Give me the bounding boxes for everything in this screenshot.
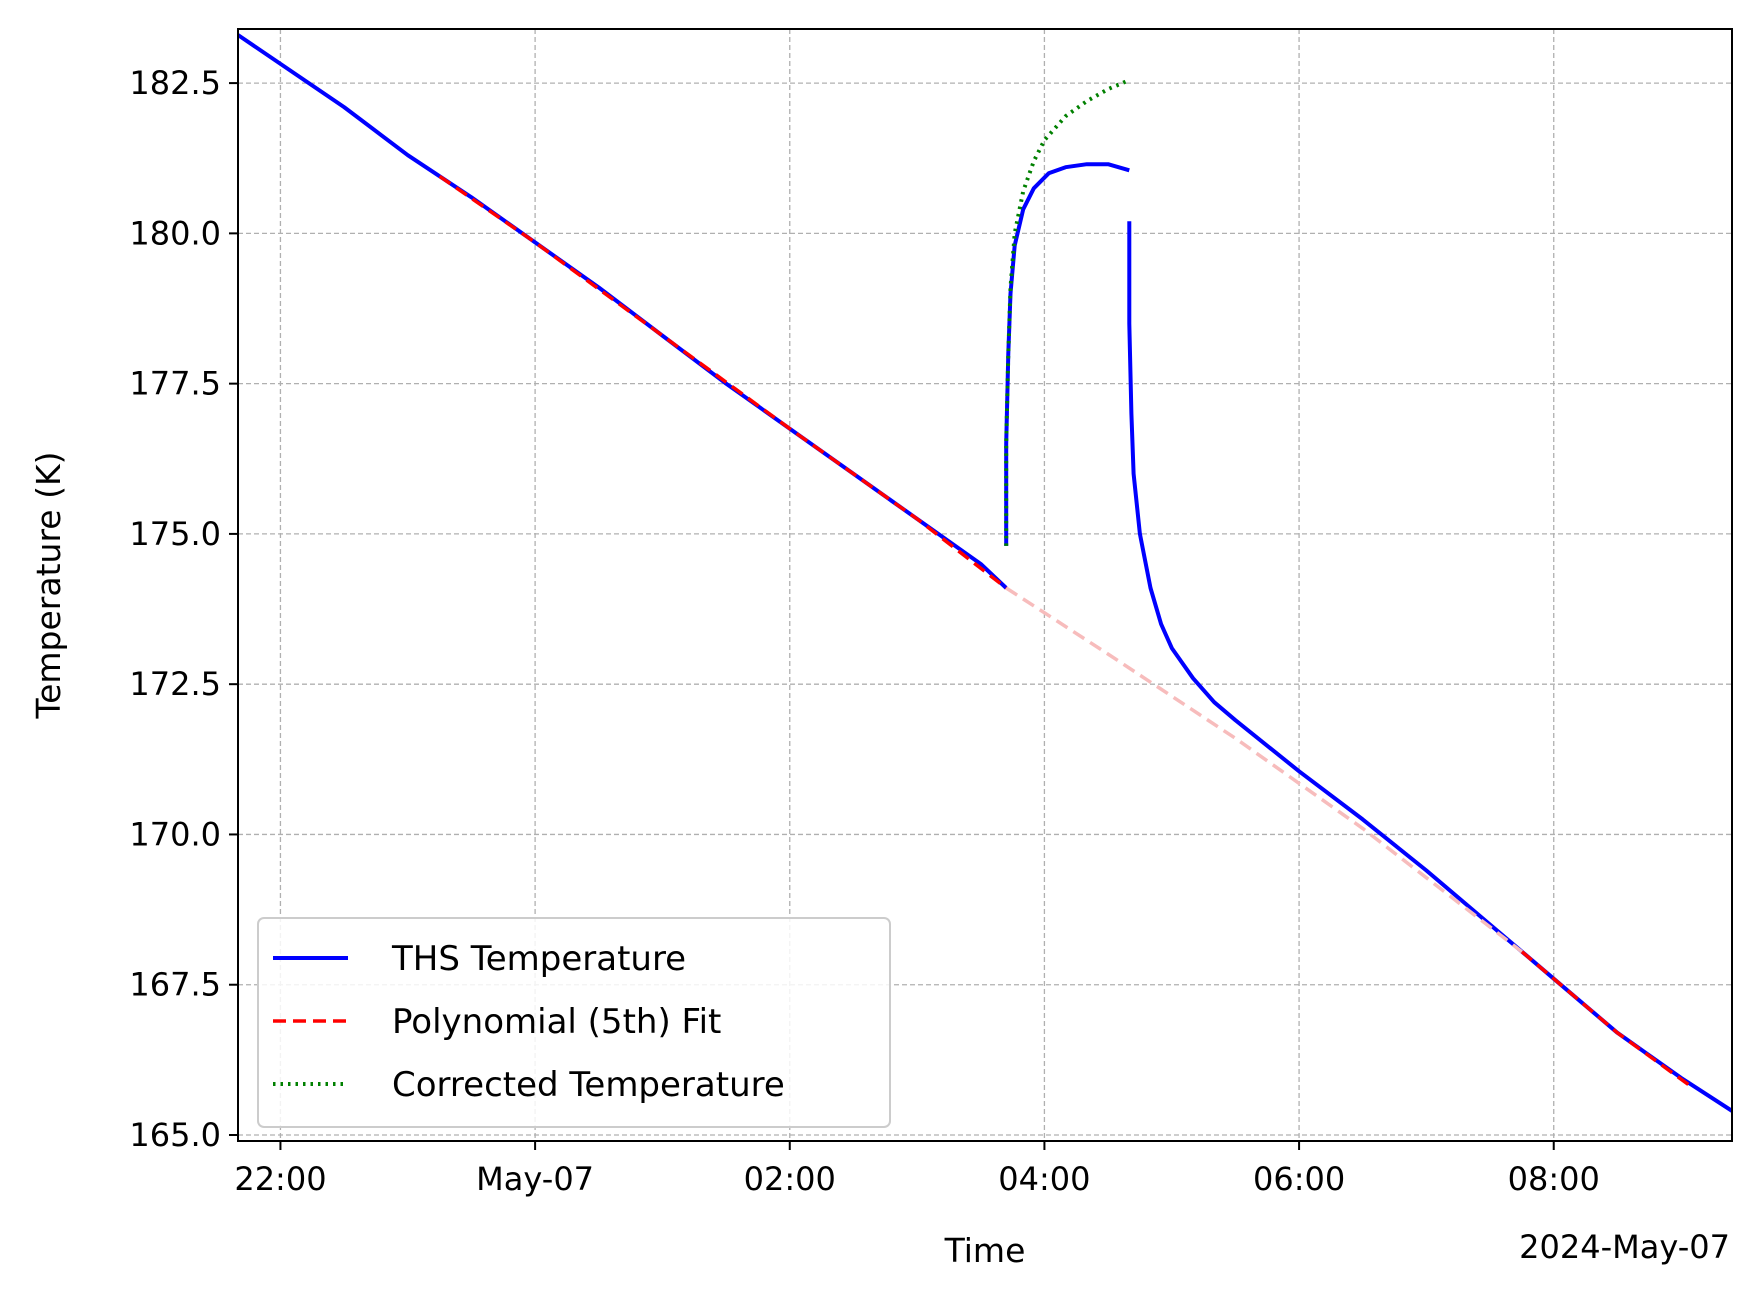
x-tick-label: 08:00: [1508, 1160, 1600, 1198]
y-tick-label: 165.0: [129, 1116, 221, 1154]
x-axis: 22:00 May-07 02:00 04:00 06:00 08:00: [234, 1141, 1600, 1198]
y-axis-label: Temperature (K): [29, 452, 68, 720]
y-axis: 165.0 167.5 170.0 172.5 175.0 177.5 180.0 182.5: [129, 64, 238, 1154]
legend-label: Corrected Temperature: [392, 1065, 785, 1105]
x-tick-label: 04:00: [998, 1160, 1090, 1198]
x-tick-label: May-07: [476, 1160, 594, 1198]
x-axis-label: Time: [944, 1231, 1026, 1270]
series-line-fit-extrapolation: [1005, 586, 1523, 954]
x-tick-label: 22:00: [234, 1160, 326, 1198]
y-tick-label: 177.5: [129, 365, 221, 403]
y-tick-label: 167.5: [129, 966, 221, 1004]
x-tick-label: 02:00: [744, 1160, 836, 1198]
y-tick-label: 170.0: [129, 815, 221, 853]
y-tick-label: 182.5: [129, 64, 221, 102]
grid: [238, 29, 1732, 1141]
x-tick-label: 06:00: [1253, 1160, 1345, 1198]
legend-box: [257, 917, 891, 1128]
x-axis-offset-label: 2024-May-07: [1519, 1228, 1730, 1266]
legend-label: Polynomial (5th) Fit: [392, 1002, 721, 1042]
legend-label: THS Temperature: [391, 939, 686, 979]
y-tick-label: 172.5: [129, 665, 221, 703]
legend: THS Temperature Polynomial (5th) Fit Corre…: [257, 917, 891, 1128]
series-line-polynomial-5th-fit: [438, 174, 1008, 590]
series-line-ths-temperature: [1004, 162, 1130, 546]
plot-frame: [237, 28, 1733, 1142]
series-line-corrected-temperature: [1004, 78, 1131, 546]
series-layer: [238, 33, 1732, 1113]
y-tick-label: 180.0: [129, 214, 221, 252]
series-line-polynomial-5th-fit: [1520, 950, 1693, 1089]
y-tick-label: 175.0: [129, 515, 221, 553]
